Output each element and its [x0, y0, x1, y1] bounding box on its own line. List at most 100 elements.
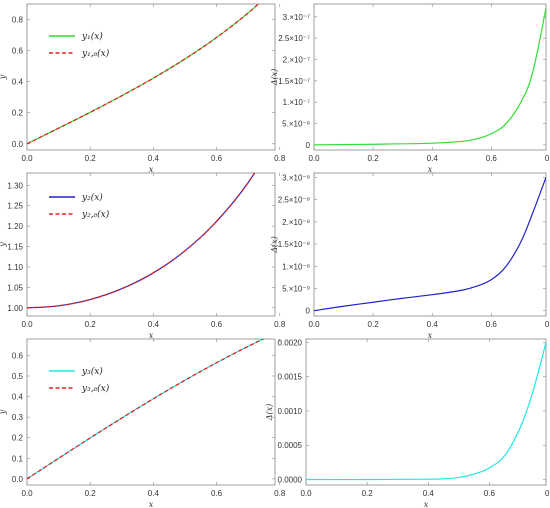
series-line [27, 339, 265, 480]
y-tick-label: 0.2 [12, 109, 24, 118]
y-axis-label: Δ(x) [265, 404, 274, 422]
plot-frame [305, 338, 547, 486]
series-group [306, 342, 546, 481]
x-tick-label: 0.6 [486, 320, 498, 329]
y-tick-label: 0.4 [12, 393, 24, 402]
x-axis-label: x [149, 331, 154, 340]
series-line [27, 173, 256, 309]
x-tick-label: 0.4 [148, 320, 160, 329]
x-axis-label: x [428, 331, 433, 340]
y-tick-label: 1.15 [7, 243, 23, 252]
y-tick-label: 2.5×10⁻⁸ [278, 196, 310, 205]
x-tick-label: 0.6 [211, 489, 223, 498]
y-tick-label: 5.×10⁻⁹ [282, 284, 310, 293]
series-line [27, 339, 265, 480]
x-tick-label: 0.4 [427, 154, 439, 163]
y-axis-label: Δ(x) [270, 236, 279, 254]
x-axis-label: x [424, 500, 429, 508]
y-tick-label: 1.00 [7, 304, 23, 313]
series-line [314, 8, 546, 146]
y-tick-label: 0.0015 [278, 373, 303, 382]
x-tick-label: 0.8 [274, 320, 286, 329]
x-tick-label: 0.0 [21, 154, 33, 163]
y-axis-label: y [0, 409, 7, 415]
panel-p1: 0.0 0.2 0.4 0.6 0.8 0.0 0.2 0.4 0.6 0.8 x y y₁(x) y₁,… [0, 3, 286, 174]
x-tick-label: 0.4 [423, 489, 435, 498]
y-tick-label: 0.2 [12, 434, 24, 443]
x-tick-label: 0.2 [85, 489, 97, 498]
y-tick-label: 2.×10⁻⁸ [282, 218, 310, 227]
x-tick-label: 0.8 [545, 320, 550, 329]
x-tick-label: 0.2 [85, 154, 97, 163]
legend-label: y₂,₈(x) [81, 209, 110, 220]
x-tick-label: 0.4 [148, 489, 160, 498]
y-tick-label: 0.0020 [278, 338, 303, 347]
y-tick-label: 0.6 [12, 47, 24, 56]
panel-p4: 0.0 0.2 0.4 0.6 0.8 0 5.×10⁻⁹ 1.×10⁻⁸ 1.5×10⁻⁸ 2.… [270, 172, 550, 340]
legend-label: y₃,₈(x) [81, 383, 110, 394]
x-tick-label: 0.6 [211, 320, 223, 329]
y-tick-label: 1.25 [7, 202, 23, 211]
series-group [27, 173, 256, 309]
panel-p2: 0.0 0.2 0.4 0.6 0.8 0 5.×10⁻⁸ 1.×10⁻⁷ 1.5×10⁻⁷ 2.… [270, 3, 550, 174]
y-tick-label: 1.30 [7, 181, 23, 190]
y-tick-label: 3.×10⁻⁸ [282, 173, 310, 182]
y-tick-label: 1.10 [7, 263, 23, 272]
x-tick-label: 0.2 [368, 320, 380, 329]
plot-frame [26, 3, 276, 151]
legend-label: y₁,₈(x) [81, 48, 110, 59]
y-tick-label: 0.8 [12, 16, 24, 25]
x-tick-label: 0.4 [148, 154, 160, 163]
y-tick-label: 1.5×10⁻⁷ [278, 77, 310, 86]
x-axis-label: x [149, 500, 154, 508]
panel-p6: 0.0 0.2 0.4 0.6 0.8 0.0000 0.0005 0.0010 0.0015 0… [265, 338, 550, 508]
y-tick-label: 0.4 [12, 78, 24, 87]
series-group [27, 4, 260, 145]
panel-p3: 0.0 0.2 0.4 0.6 0.8 1.00 1.05 1.10 1.15 1.20 1.25 1… [0, 172, 286, 340]
y-tick-label: 1.×10⁻⁷ [283, 98, 310, 107]
series-group [314, 177, 546, 312]
plot-frame [26, 172, 276, 317]
series-group [314, 8, 546, 146]
series-line [314, 177, 546, 312]
y-tick-label: 0.0010 [278, 407, 303, 416]
y-tick-label: 5.×10⁻⁸ [282, 120, 310, 129]
x-tick-label: 0.8 [274, 489, 286, 498]
x-tick-label: 0.8 [545, 489, 550, 498]
y-tick-label: 1.5×10⁻⁸ [278, 240, 310, 249]
y-tick-label: 0.0005 [278, 441, 303, 450]
y-tick-label: 0.0 [12, 140, 24, 149]
series-line [306, 342, 546, 481]
y-tick-label: 3.×10⁻⁷ [283, 13, 310, 22]
series-line [27, 173, 256, 309]
plot-frame [26, 338, 276, 486]
y-tick-label: 2.×10⁻⁷ [283, 55, 310, 64]
x-tick-label: 0.0 [308, 154, 320, 163]
series-line [27, 4, 260, 145]
y-tick-label: 0.0 [12, 475, 24, 484]
legend-label: y₂(x) [81, 192, 103, 203]
plot-frame [313, 172, 547, 317]
x-tick-label: 0.2 [362, 489, 374, 498]
y-tick-label: 0 [306, 307, 311, 316]
y-tick-label: 0 [306, 141, 311, 150]
y-tick-label: 1.05 [7, 283, 23, 292]
x-axis-label: x [428, 165, 433, 174]
x-tick-label: 0.0 [308, 320, 320, 329]
plot-frame [313, 3, 547, 151]
y-tick-label: 1.×10⁻⁸ [282, 262, 310, 271]
x-axis-label: x [149, 165, 154, 174]
legend: y₂(x) y₂,₈(x) [49, 192, 110, 220]
y-tick-label: 0.0000 [278, 476, 303, 485]
legend: y₃(x) y₃,₈(x) [49, 366, 110, 394]
x-tick-label: 0.4 [427, 320, 439, 329]
series-group [27, 339, 265, 480]
legend-label: y₁(x) [81, 31, 103, 42]
y-tick-label: 1.20 [7, 222, 23, 231]
x-tick-label: 0.0 [21, 320, 33, 329]
y-axis-label: y [0, 74, 7, 80]
x-tick-label: 0.6 [211, 154, 223, 163]
y-tick-label: 0.6 [12, 351, 24, 360]
x-tick-label: 0.0 [21, 489, 33, 498]
